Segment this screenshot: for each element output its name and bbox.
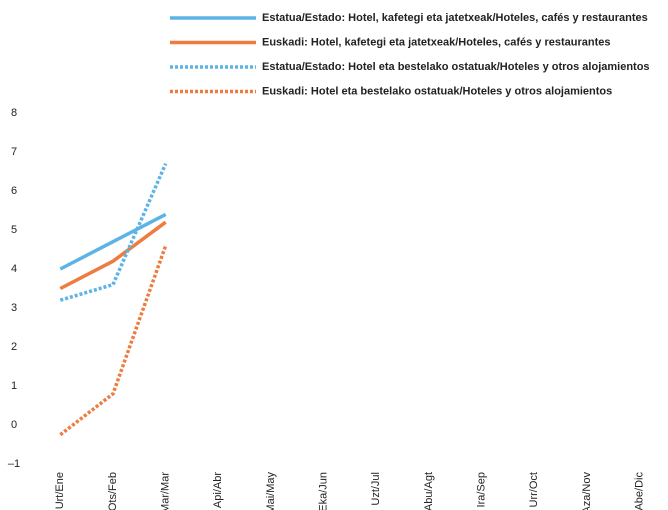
y-tick-label: 8 <box>11 107 17 119</box>
x-tick-label: Api/Abr <box>212 472 224 508</box>
y-tick-label: 5 <box>11 224 17 236</box>
y-tick-label: 4 <box>11 263 17 275</box>
x-tick-label: Mai/May <box>265 472 277 510</box>
x-tick-label: Aza/Nov <box>581 472 593 510</box>
x-tick-label: Abu/Agt <box>423 472 435 510</box>
legend-label: Estatua/Estado: Hotel eta bestelako osta… <box>262 61 650 73</box>
y-tick-label: 3 <box>11 302 17 314</box>
y-tick-label: 1 <box>11 380 17 392</box>
legend-label: Euskadi: Hotel, kafetegi eta jatetxeak/H… <box>262 36 611 48</box>
x-tick-label: Uzt/Jul <box>370 472 382 506</box>
y-tick-label: 7 <box>11 146 17 158</box>
x-tick-label: Urt/Ene <box>54 472 66 509</box>
legend-label: Estatua/Estado: Hotel, kafetegi eta jate… <box>262 12 648 24</box>
series-line <box>59 245 168 437</box>
y-tick-label: 6 <box>11 185 17 197</box>
x-tick-label: Ira/Sep <box>476 472 488 507</box>
x-tick-label: Ots/Feb <box>107 472 119 510</box>
x-tick-label: Abe/Dic <box>634 472 646 510</box>
y-tick-label: 2 <box>11 341 17 353</box>
y-tick-label: –1 <box>8 458 20 470</box>
x-tick-label: Urr/Oct <box>528 472 540 507</box>
series-line <box>59 212 167 271</box>
x-tick-label: Eka/Jun <box>318 472 330 510</box>
series-line <box>59 220 167 291</box>
y-tick-label: 0 <box>11 419 17 431</box>
x-tick-label: Mar/Mar <box>160 472 172 510</box>
series-line <box>59 163 168 302</box>
legend-label: Euskadi: Hotel eta bestelako ostatuak/Ho… <box>262 85 612 97</box>
